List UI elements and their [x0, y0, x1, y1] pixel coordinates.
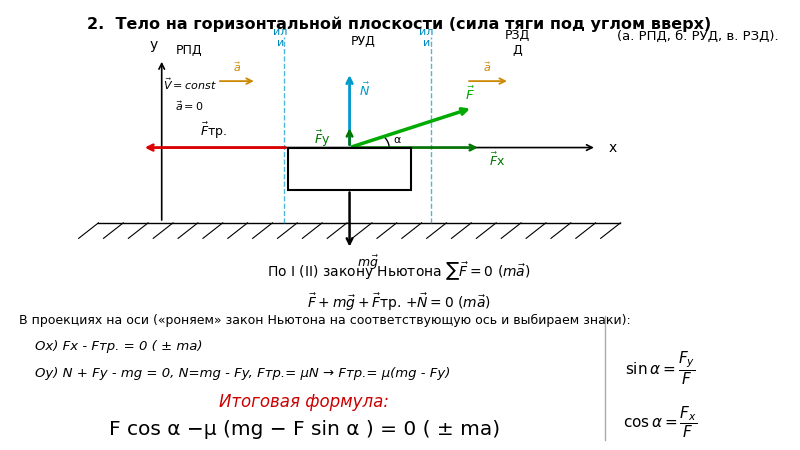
Text: x: x: [609, 140, 617, 154]
Text: α: α: [393, 135, 401, 145]
Text: ил
и: ил и: [273, 27, 287, 48]
Text: $\vec{F} + m\vec{g} + \vec{F}$тр. $+ \vec{N} = 0$ $(m\vec{a})$: $\vec{F} + m\vec{g} + \vec{F}$тр. $+ \ve…: [307, 292, 491, 313]
Text: РУД: РУД: [351, 35, 376, 48]
Text: РПД: РПД: [176, 44, 202, 57]
Text: Итоговая формула:: Итоговая формула:: [219, 393, 389, 411]
Text: F cos α −μ (mg − F sin α ) = 0 ( ± ma): F cos α −μ (mg − F sin α ) = 0 ( ± ma): [109, 420, 500, 439]
Text: 2.  Тело на горизонтальной плоскости (сила тяги под углом вверх): 2. Тело на горизонтальной плоскости (сил…: [87, 17, 711, 32]
Text: $\vec{N}$: $\vec{N}$: [359, 81, 370, 99]
Text: В проекциях на оси («роняем» закон Ньютона на соответствующую ось и выбираем зна: В проекциях на оси («роняем» закон Ньюто…: [19, 314, 631, 327]
Text: $\vec{a} = 0$: $\vec{a} = 0$: [175, 99, 204, 112]
Text: Oy) N + Fy - mg = 0, N=mg - Fy, Fтр.= μN → Fтр.= μ(mg - Fy): Oy) N + Fy - mg = 0, N=mg - Fy, Fтр.= μN…: [35, 367, 450, 380]
Text: $\vec{F}$у: $\vec{F}$у: [314, 129, 330, 149]
Text: y: y: [150, 38, 158, 52]
Text: $m\vec{g}$: $m\vec{g}$: [358, 254, 379, 272]
Text: $\vec{a}$: $\vec{a}$: [483, 61, 492, 74]
Text: $\cos\alpha = \dfrac{F_x}{F}$: $\cos\alpha = \dfrac{F_x}{F}$: [622, 405, 698, 440]
Bar: [288, 148, 411, 189]
Text: $\vec{a}$: $\vec{a}$: [233, 61, 241, 74]
Text: РЗД
Д: РЗД Д: [505, 29, 530, 57]
Text: (а. РПД, б. РУД, в. РЗД).: (а. РПД, б. РУД, в. РЗД).: [617, 30, 778, 43]
Text: $\vec{F}$: $\vec{F}$: [465, 86, 474, 103]
Text: $\sin\alpha = \dfrac{F_y}{F}$: $\sin\alpha = \dfrac{F_y}{F}$: [625, 349, 695, 387]
Text: По I (II) закону Ньютона $\sum\vec{F} = 0$ $(m\vec{a})$: По I (II) закону Ньютона $\sum\vec{F} = …: [267, 261, 531, 283]
Text: $\vec{F}$тр.: $\vec{F}$тр.: [199, 121, 226, 141]
Text: Ox) Fx - Fтр. = 0 ( ± ma): Ox) Fx - Fтр. = 0 ( ± ma): [35, 340, 202, 353]
Text: $\vec{V} = const$: $\vec{V} = const$: [162, 76, 216, 92]
Text: ил
и: ил и: [419, 27, 434, 48]
Text: $\vec{F}$x: $\vec{F}$x: [489, 152, 505, 169]
